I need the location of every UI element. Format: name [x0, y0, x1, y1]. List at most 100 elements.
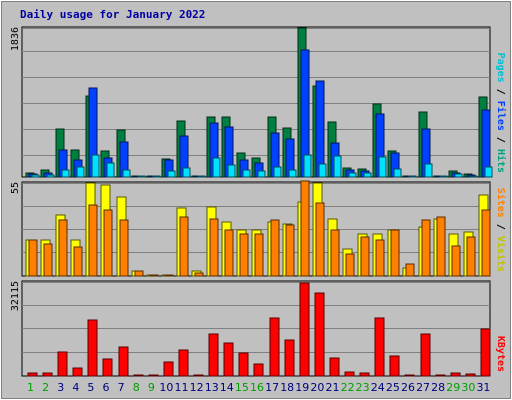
bar-kbytes-day-10 [163, 361, 174, 377]
axis-legend-part: Hits [495, 149, 507, 173]
bar-kbytes-day-8 [133, 374, 144, 377]
bar-pages-day-11 [182, 167, 191, 178]
bar-pages-day-15 [242, 169, 251, 178]
axis-legend-part: / [495, 83, 506, 101]
bar-pages-day-31 [484, 166, 493, 178]
series-kbytes [27, 282, 491, 377]
x-tick-label: 13 [205, 381, 219, 394]
axis-legend-part: Files [495, 101, 507, 131]
bar-pages-day-29 [454, 173, 463, 178]
bar-kbytes-day-4 [72, 367, 83, 377]
bar-sites-day-18 [285, 224, 295, 277]
bar-kbytes-day-31 [480, 328, 491, 377]
bar-pages-day-22 [348, 172, 357, 178]
bar-kbytes-day-5 [87, 319, 98, 377]
bar-sites-day-21 [330, 229, 340, 277]
bar-kbytes-day-28 [435, 374, 446, 377]
bar-sites-day-22 [345, 253, 355, 277]
bar-sites-day-8 [134, 270, 144, 277]
x-tick-label: 11 [175, 381, 189, 394]
panel-axis-legend: Pages / Files / Hits [495, 53, 507, 173]
bar-files-day-20 [315, 80, 325, 178]
bar-kbytes-day-22 [344, 371, 355, 377]
bar-sites-day-29 [451, 245, 461, 277]
x-tick-label: 24 [371, 381, 385, 394]
bar-pages-day-24 [378, 156, 387, 178]
x-tick-label: 26 [401, 381, 415, 394]
bar-sites-day-5 [88, 204, 98, 277]
panel-max-label: 32115 [10, 281, 21, 311]
bar-sites-day-1 [28, 239, 38, 277]
bar-pages-day-4 [76, 166, 85, 178]
bar-kbytes-day-14 [223, 342, 234, 377]
bar-kbytes-day-26 [404, 374, 415, 377]
bar-pages-day-6 [106, 162, 115, 178]
bar-kbytes-day-11 [178, 349, 189, 377]
bar-pages-day-10 [167, 170, 176, 178]
bar-kbytes-day-17 [269, 317, 280, 377]
bar-sites-day-3 [58, 219, 68, 277]
bar-kbytes-day-12 [193, 374, 204, 377]
bar-kbytes-day-9 [148, 374, 159, 377]
bar-sites-day-4 [73, 246, 83, 277]
bar-pages-day-26 [408, 175, 417, 178]
bar-sites-day-11 [179, 216, 189, 277]
bar-pages-day-5 [91, 154, 100, 178]
x-tick-label: 6 [103, 381, 110, 394]
axis-legend-part: Sites [495, 188, 507, 218]
bar-kbytes-day-23 [359, 372, 370, 377]
panel-visits: 55 Sites / Visits [10, 180, 507, 277]
bar-sites-day-27 [421, 219, 431, 277]
bar-sites-day-2 [43, 243, 53, 277]
bar-sites-day-28 [436, 216, 446, 277]
bar-sites-day-6 [103, 209, 113, 277]
bar-pages-day-30 [469, 175, 478, 178]
x-tick-label: 17 [265, 381, 279, 394]
x-tick-label: 19 [295, 381, 309, 394]
x-tick-label: 9 [148, 381, 155, 394]
chart-title: Daily usage for January 2022 [20, 8, 205, 21]
panel-axis-legend: KBytes [495, 336, 506, 372]
bar-kbytes-day-24 [374, 317, 385, 377]
bar-sites-day-7 [119, 219, 129, 277]
bar-pages-day-23 [363, 172, 372, 178]
x-tick-label: 16 [250, 381, 264, 394]
bar-kbytes-day-25 [389, 355, 400, 377]
bar-pages-day-7 [122, 169, 131, 178]
bar-sites-day-23 [360, 236, 370, 277]
bar-pages-day-27 [424, 163, 433, 178]
panel-max-label: 1836 [10, 27, 21, 51]
x-tick-label: 8 [133, 381, 140, 394]
bar-pages-day-28 [439, 175, 448, 178]
bar-pages-day-18 [288, 169, 297, 178]
x-axis-labels: 1 2 3 4 5 6 7 8 9 10 11 12 13 14 15 16 17 18 19 20 21 22 23 24 2… [27, 381, 490, 394]
x-tick-label: 22 [341, 381, 355, 394]
bar-kbytes-day-27 [420, 333, 431, 377]
bar-kbytes-day-7 [118, 346, 129, 377]
x-tick-label: 27 [416, 381, 430, 394]
bar-sites-day-19 [300, 180, 310, 277]
x-tick-label: 18 [280, 381, 294, 394]
x-tick-label: 7 [118, 381, 125, 394]
bar-kbytes-day-20 [314, 292, 325, 377]
panel-hits: 1836 Pages / Files / Hits [10, 26, 507, 178]
x-tick-label: 20 [310, 381, 324, 394]
bar-pages-day-13 [212, 157, 221, 178]
x-tick-label: 31 [476, 381, 490, 394]
x-tick-label: 3 [57, 381, 64, 394]
bar-kbytes-day-15 [238, 352, 249, 377]
x-tick-label: 14 [220, 381, 234, 394]
panel-kbytes: 32115 KBytes [10, 280, 506, 377]
bar-kbytes-day-13 [208, 333, 219, 377]
x-tick-label: 2 [42, 381, 49, 394]
bar-kbytes-day-2 [42, 372, 53, 377]
bar-sites-day-31 [481, 209, 491, 277]
bar-pages-day-21 [333, 155, 342, 178]
axis-legend-part: / [495, 131, 506, 149]
bar-sites-day-30 [466, 236, 476, 277]
x-tick-label: 23 [356, 381, 370, 394]
bar-pages-day-12 [197, 175, 206, 178]
bar-sites-day-14 [224, 229, 234, 277]
